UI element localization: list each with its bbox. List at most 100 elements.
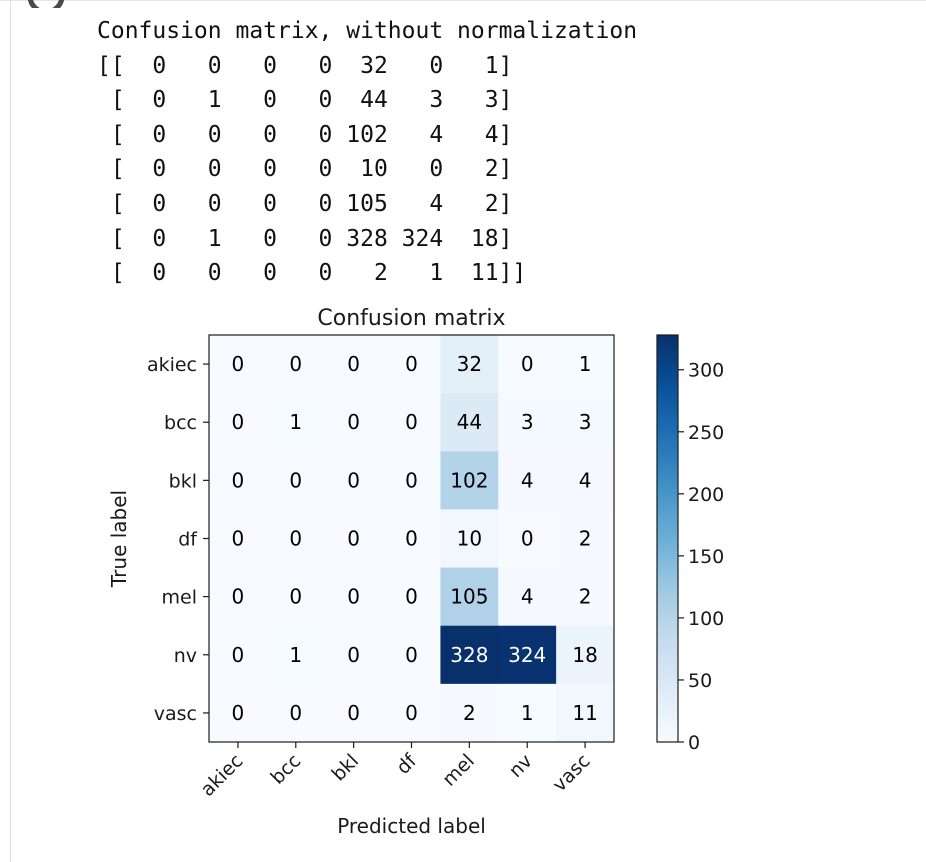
cell-value-label: 3 (579, 410, 592, 434)
heatmap-cell (324, 509, 384, 569)
cell-value-label: 1 (521, 701, 534, 725)
cell-value-label: 1 (579, 352, 592, 376)
cell-value-label: 0 (405, 352, 418, 376)
cell-value-label: 44 (457, 410, 482, 434)
cell-value-label: 2 (579, 585, 592, 609)
heatmap-cell (266, 451, 326, 510)
heatmap-cell (324, 625, 384, 685)
cell-value-label: 0 (347, 468, 360, 492)
heatmap-cell (440, 393, 499, 452)
x-tick-label: akiec (197, 750, 248, 801)
y-tick-label: mel (162, 587, 197, 609)
cell-value-label: 18 (572, 643, 597, 667)
y-tick-label: vasc (154, 703, 197, 725)
colorbar-tick-label: 200 (688, 484, 724, 506)
heatmap-cell (556, 451, 615, 510)
cell-value-label: 0 (521, 527, 534, 551)
cell-value-label: 105 (450, 585, 488, 609)
cell-value-label: 0 (289, 352, 302, 376)
matrix-line-4: [ 0 0 0 0 10 0 2] (97, 156, 513, 183)
cell-value-label: 4 (521, 585, 534, 609)
heatmap-cell (209, 509, 268, 569)
heatmap-cell (209, 335, 268, 394)
heatmap-cell (266, 683, 326, 743)
output-heading: Confusion matrix, without normalization (97, 18, 638, 44)
heatmap-cell (556, 335, 615, 394)
heatmap-cell (324, 335, 384, 394)
heatmap-cell (440, 567, 499, 627)
cell-value-label: 0 (289, 527, 302, 551)
cell-value-label: 0 (405, 527, 418, 551)
y-tick-label: df (178, 529, 198, 551)
cell-value-label: 0 (289, 701, 302, 725)
heatmap-cell (266, 509, 326, 569)
x-tick-label: bkl (328, 750, 364, 786)
cell-value-label: 0 (405, 585, 418, 609)
heatmap-cell (382, 451, 441, 510)
heatmap-cell (266, 335, 326, 394)
heatmap-cell (209, 683, 268, 743)
matrix-line-7: [ 0 0 0 0 2 1 11]] (97, 260, 527, 287)
heatmap-cell (498, 335, 557, 394)
cell-value-label: 32 (457, 352, 482, 376)
cell-value-label: 11 (572, 701, 597, 725)
x-tick-label: vasc (548, 750, 594, 796)
heatmap-cell (209, 567, 268, 627)
cell-value-label: 0 (521, 352, 534, 376)
heatmap-cell (382, 625, 441, 685)
cell-value-label: 0 (347, 410, 360, 434)
colorbar-tick-label: 50 (688, 670, 712, 692)
colorbar-tick-label: 300 (688, 360, 724, 382)
heatmap-cell (498, 451, 557, 510)
cell-value-label: 0 (232, 468, 245, 492)
cell-value-label: 0 (232, 643, 245, 667)
heatmap-cell (440, 625, 499, 685)
matrix-line-1: [[ 0 0 0 0 32 0 1] (97, 52, 513, 79)
heatmap-cell (382, 683, 441, 743)
heatmap-cell (209, 625, 268, 685)
cell-value-label: 0 (405, 410, 418, 434)
heatmap-cell (498, 567, 557, 627)
heatmap-cell (440, 335, 499, 394)
colorbar-tick-label: 250 (688, 422, 724, 444)
heatmap-cell (440, 509, 499, 569)
heatmap-cell (556, 625, 615, 685)
x-tick-label: nv (505, 750, 537, 782)
cell-value-label: 0 (232, 410, 245, 434)
cell-value-label: 1 (289, 410, 302, 434)
heatmap-cell (498, 509, 557, 569)
heatmap-cell (324, 393, 384, 452)
heatmap-cell (440, 451, 499, 510)
heatmap-cell (266, 625, 326, 685)
y-tick-label: bkl (169, 470, 197, 492)
heatmap-cell (382, 567, 441, 627)
cell-value-label: 0 (232, 701, 245, 725)
y-tick-label: bcc (164, 412, 197, 434)
heatmap-cell (382, 509, 441, 569)
cell-value-label: 0 (347, 643, 360, 667)
partial-circle-icon (28, 0, 64, 8)
matrix-line-3: [ 0 0 0 0 102 4 4] (97, 121, 513, 148)
matrix-line-5: [ 0 0 0 0 105 4 2] (97, 190, 513, 217)
colorbar-tick-label: 150 (688, 546, 724, 568)
y-tick-label: nv (174, 645, 197, 667)
heatmap-cell (324, 451, 384, 510)
cell-value-label: 4 (521, 468, 534, 492)
cell-value-label: 328 (450, 643, 488, 667)
cell-value-label: 0 (405, 701, 418, 725)
cell-value-label: 324 (508, 643, 546, 667)
matrix-line-2: [ 0 1 0 0 44 3 3] (97, 87, 513, 114)
cell-value-label: 1 (289, 643, 302, 667)
cell-value-label: 0 (347, 701, 360, 725)
cell-value-label: 0 (232, 585, 245, 609)
heatmap-cell (498, 625, 557, 685)
cell-value-label: 10 (457, 527, 482, 551)
cell-value-label: 3 (521, 410, 534, 434)
heatmap-cell (498, 683, 557, 743)
heatmap-cell (498, 393, 557, 452)
x-tick-label: bcc (266, 750, 305, 789)
x-tick-label: df (392, 749, 422, 779)
cell-value-label: 0 (232, 527, 245, 551)
matrix-line-6: [ 0 1 0 0 328 324 18] (97, 225, 513, 252)
